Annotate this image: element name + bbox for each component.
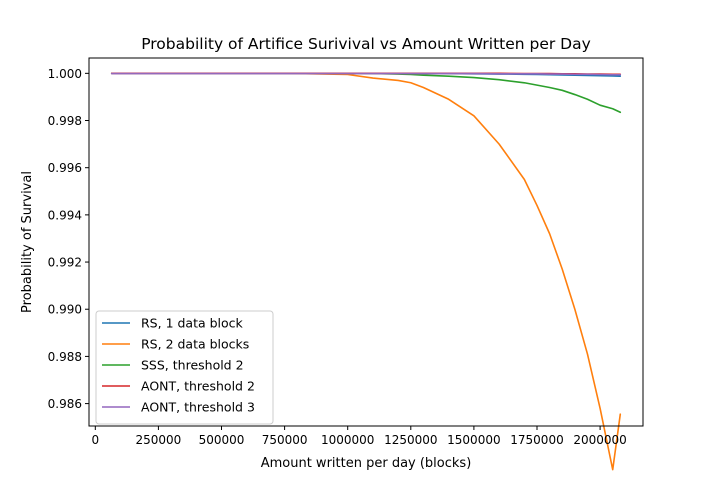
y-tick-label: 0.986 [48, 397, 82, 411]
legend-entry-label: SSS, threshold 2 [141, 358, 244, 373]
plot-area [110, 72, 622, 471]
legend-entry-label: RS, 1 data block [141, 316, 244, 331]
y-axis: 0.986 0.988 0.990 0.992 0.994 0.996 0.998 1.000 [48, 67, 89, 411]
y-tick-label: 0.996 [48, 161, 82, 175]
x-tick-label: 500000 [199, 433, 245, 447]
legend-box [95, 310, 274, 425]
x-axis-label: Amount written per day (blocks) [261, 456, 472, 471]
y-tick-label: 0.998 [48, 114, 82, 128]
legend-entry-label: AONT, threshold 3 [141, 400, 255, 415]
x-tick-label: 2000000 [573, 433, 626, 447]
y-tick-label: 1.000 [48, 67, 82, 81]
y-axis-label: Probability of Survival [20, 171, 35, 313]
y-tick-label: 0.994 [48, 208, 82, 222]
x-tick-label: 1500000 [447, 433, 500, 447]
legend: RS, 1 data block RS, 2 data blocks SSS, th… [95, 310, 274, 425]
x-tick-label: 0 [91, 433, 99, 447]
legend-entry-label: RS, 2 data blocks [141, 337, 249, 352]
x-tick-label: 250000 [136, 433, 182, 447]
legend-entry-label: AONT, threshold 2 [141, 379, 255, 394]
x-tick-label: 1250000 [384, 433, 437, 447]
x-tick-label: 1750000 [510, 433, 563, 447]
y-tick-label: 0.992 [48, 256, 82, 270]
plot-frame [88, 57, 644, 427]
x-tick-label: 750000 [262, 433, 308, 447]
series-line-5 [110, 72, 622, 76]
x-axis: 0 250000 500000 750000 1000000 1250000 1500000… [91, 426, 627, 447]
x-tick-label: 1000000 [321, 433, 374, 447]
y-tick-label: 0.990 [48, 303, 82, 317]
y-tick-label: 0.988 [48, 350, 82, 364]
chart-title: Probability of Artifice Surivival vs Amo… [141, 35, 591, 53]
